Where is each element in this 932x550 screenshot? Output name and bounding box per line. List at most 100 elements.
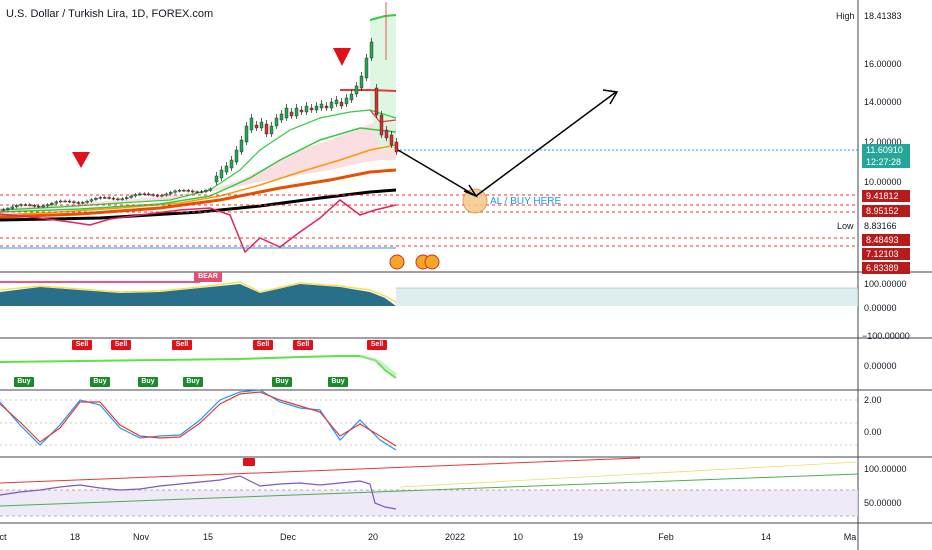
candle (133, 194, 138, 197)
candle (254, 124, 259, 129)
event-flag-icon[interactable] (424, 254, 440, 270)
candle (208, 188, 213, 191)
candle (264, 123, 269, 135)
candle (269, 125, 274, 135)
candle (177, 190, 182, 192)
candle (294, 107, 299, 117)
x-axis-tick: 19 (572, 532, 584, 542)
candle (164, 193, 169, 196)
candle (195, 191, 199, 193)
x-axis-tick: 10 (512, 532, 524, 542)
down-triangle-marker (333, 48, 351, 66)
candle (72, 201, 76, 203)
candle (32, 205, 36, 207)
candle (45, 204, 50, 207)
drawing-annotations[interactable] (72, 48, 619, 270)
candle (98, 197, 103, 199)
candle (249, 117, 254, 131)
candle (151, 194, 155, 196)
x-axis-tick: Dec (279, 532, 297, 542)
candle (234, 149, 239, 163)
arrow-line[interactable] (397, 149, 477, 197)
candle (54, 201, 58, 204)
buy-signal-badge: Buy (90, 377, 110, 387)
pane3-signal (0, 354, 397, 379)
pane5-scale-tick: 100.00000 (864, 464, 907, 474)
pane5-scale-tick: 50.00000 (864, 498, 902, 508)
candle (1, 209, 6, 211)
pane4-scale-tick: 0.00 (864, 427, 882, 437)
candle (369, 41, 374, 59)
candle (182, 190, 186, 192)
candle (173, 190, 177, 193)
pane3-scale-tick: 0.00000 (864, 361, 897, 371)
candle (10, 206, 15, 209)
x-axis-tick: 15 (202, 532, 214, 542)
level-tag: 8.48493 (862, 234, 910, 246)
arrow-line[interactable] (475, 91, 617, 197)
candle (229, 159, 234, 169)
candle (219, 169, 224, 179)
pane4-scale-tick: 2.00 (864, 395, 882, 405)
sell-signal-badge: Sell (367, 340, 387, 350)
candle (67, 200, 72, 203)
buy-signal-badge: Buy (14, 377, 34, 387)
low-value: 8.83166 (864, 221, 897, 231)
buy-zone-circle[interactable] (462, 188, 488, 214)
candle (349, 93, 354, 101)
pane2-scale-tick: −100.00000 (862, 331, 910, 341)
pane2-scale-tick: 100.00000 (864, 279, 907, 289)
candle (120, 198, 125, 200)
event-flag-icon[interactable] (389, 254, 405, 270)
price-scale-tick: 10.00000 (864, 177, 902, 187)
candle (94, 197, 98, 200)
candle (28, 204, 32, 206)
candle (186, 190, 191, 192)
candle (389, 134, 394, 146)
candle (319, 103, 324, 109)
x-axis-tick: Ma (843, 532, 857, 542)
candle (80, 202, 85, 204)
rsi-marker-icon (243, 458, 255, 466)
candle (239, 139, 244, 153)
candle (14, 205, 19, 208)
x-axis-tick: 18 (69, 532, 81, 542)
candle (107, 197, 111, 199)
candle (279, 113, 284, 121)
price-scale-tick: 14.00000 (864, 97, 902, 107)
candle (289, 111, 294, 117)
buy-here-note[interactable]: AL / BUY HERE (490, 196, 562, 207)
bear-badge: BEAR (194, 272, 222, 282)
level-tag: 8.95152 (862, 205, 910, 217)
candle (76, 202, 81, 204)
level-tag: 9.41812 (862, 190, 910, 202)
candle (23, 204, 28, 206)
candle (314, 105, 319, 111)
current-price-tag: 11.60910 (862, 144, 910, 156)
candle (160, 194, 164, 197)
level-tag: 7.12103 (862, 248, 910, 260)
candle (37, 205, 41, 208)
pane2-scale-tick: 0.00000 (864, 303, 897, 313)
x-axis-tick: 2022 (444, 532, 466, 542)
low-label: Low (837, 221, 854, 231)
candle (304, 105, 309, 113)
candles[interactable] (1, 2, 399, 212)
price-scale-tick: 16.00000 (864, 59, 902, 69)
candle (339, 101, 344, 107)
candle (41, 205, 45, 208)
pane4-stochastic (0, 389, 858, 451)
x-axis-tick: 14 (760, 532, 772, 542)
x-axis-tick: Feb (658, 532, 674, 542)
candle (224, 165, 229, 173)
candle (354, 85, 359, 95)
candle (146, 193, 151, 196)
candle (244, 125, 249, 143)
candle (299, 109, 304, 113)
candle (364, 57, 369, 79)
buy-signal-badge: Buy (138, 377, 158, 387)
sell-signal-badge: Sell (72, 340, 92, 350)
buy-signal-badge: Buy (183, 377, 203, 387)
